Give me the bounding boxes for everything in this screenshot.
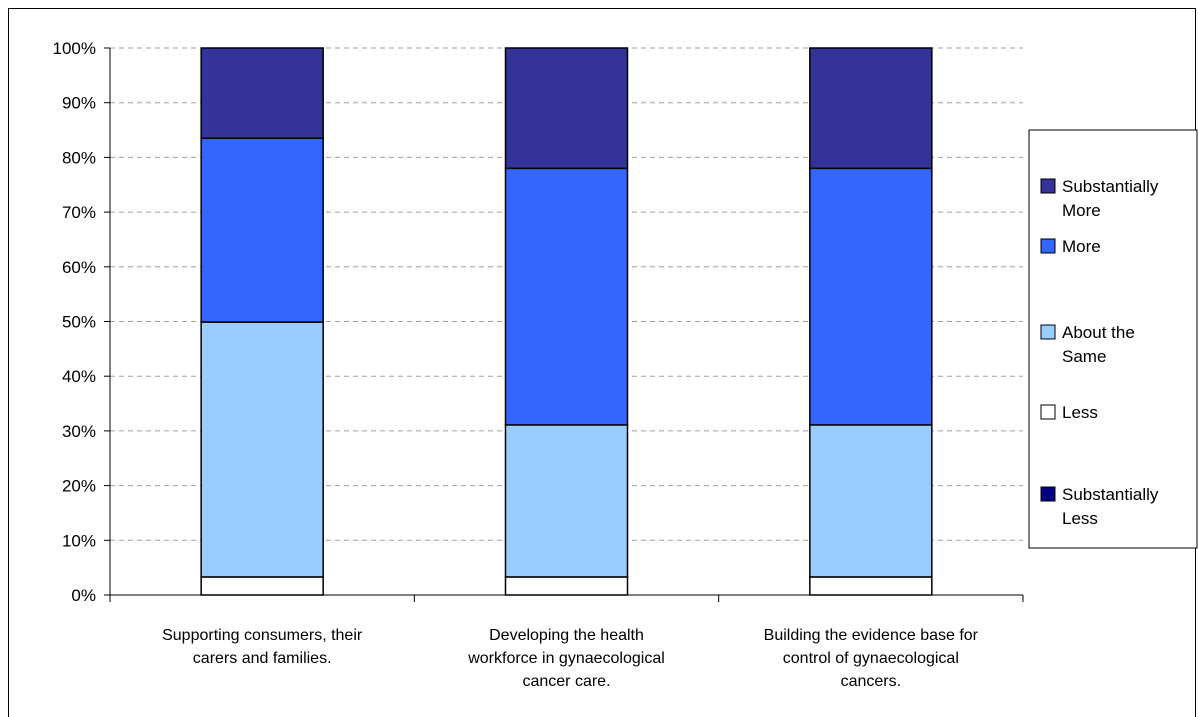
legend-swatch [1040,486,1056,502]
bar-segment-substantially-more [200,47,324,140]
y-tick-label: 80% [62,148,96,167]
legend-swatch [1040,404,1056,420]
y-tick-label: 20% [62,477,96,496]
category-label: cancer care. [522,673,610,690]
bar-segment-about-the-same [809,424,933,578]
category-label: Supporting consumers, their [162,627,363,644]
legend-label: Less [1062,509,1098,528]
legend-swatch [1040,238,1056,254]
bar-segment-less [200,576,324,596]
category-label: Building the evidence base for [764,627,979,644]
category-label: workforce in gynaecological [467,650,665,667]
legend-label: Same [1062,347,1106,366]
category-label: cancers. [841,673,901,690]
category-label: Developing the health [489,627,644,644]
category-label: carers and families. [193,650,332,667]
legend-box [1028,129,1198,549]
y-tick-label: 60% [62,258,96,277]
y-tick-label: 100% [53,39,96,58]
bar-segment-about-the-same [200,321,324,578]
bar-segment-substantially-more [504,47,629,170]
bar-segment-more [809,167,933,426]
y-tick-label: 90% [62,94,96,113]
y-tick-label: 10% [62,531,96,550]
category-label: control of gynaecological [783,650,959,667]
y-tick-label: 30% [62,422,96,441]
bar-segment-less [809,576,933,596]
legend-swatch [1040,324,1056,340]
y-tick-label: 40% [62,367,96,386]
legend-swatch [1040,178,1056,194]
bar-segment-less [504,576,629,596]
legend-label: Less [1062,403,1098,422]
legend-label: About the [1062,323,1135,342]
y-tick-label: 70% [62,203,96,222]
legend-label: Substantially [1062,485,1159,504]
legend-label: Substantially [1062,177,1159,196]
y-tick-label: 0% [71,586,96,605]
legend-label: More [1062,201,1101,220]
bar-segment-more [504,167,629,426]
bar-segment-substantially-more [809,47,933,170]
bar-segment-about-the-same [504,424,629,578]
bar-segment-more [200,137,324,323]
legend-label: More [1062,237,1101,256]
y-tick-label: 50% [62,313,96,332]
